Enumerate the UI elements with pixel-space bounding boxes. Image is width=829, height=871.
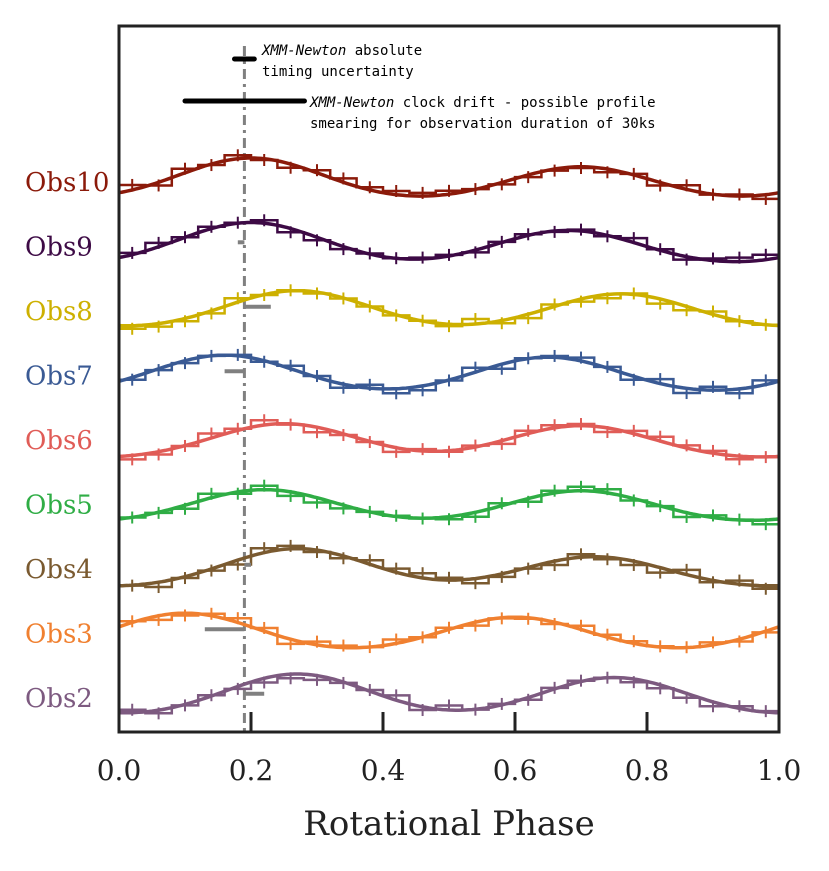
x-tick-label: 1.0 — [757, 754, 802, 787]
series-label-obs6: Obs6 — [25, 426, 93, 456]
series-obs6 — [119, 414, 779, 466]
clock-drift-label-line2: smearing for observation duration of 30k… — [310, 116, 656, 132]
series-obs3 — [119, 607, 779, 654]
series-label-obs5: Obs5 — [25, 491, 93, 521]
obs7-binned-profile — [119, 353, 779, 395]
timing-uncertainty-label-line1: XMM-Newton absolute — [261, 43, 422, 59]
x-tick-label: 0.6 — [493, 754, 538, 787]
series-obs5 — [119, 479, 779, 531]
x-tick-label: 0.8 — [625, 754, 670, 787]
x-axis-label: Rotational Phase — [303, 804, 594, 844]
plot-content: Obs10 Obs9 Obs8 Obs7 Obs6 Obs5 Obs4 Obs3 Obs2 — [25, 46, 779, 732]
annotations: XMM-Newton absolute timing uncertainty X… — [182, 43, 656, 132]
series-obs9 — [119, 214, 779, 266]
obs10-binned-profile — [119, 154, 779, 201]
obs4-binned-profile — [119, 544, 779, 591]
obs3-binned-profile — [119, 612, 779, 649]
plot-frame — [117, 24, 781, 734]
series-obs2 — [119, 671, 779, 720]
x-tick-label: 0.2 — [229, 754, 274, 787]
clock-drift-rest: clock drift - possible profile — [394, 95, 655, 111]
x-axis-ticks: 0.0 0.2 0.4 0.6 0.8 1.0 — [97, 712, 802, 787]
series-label-obs8: Obs8 — [25, 297, 93, 327]
clock-drift-label-line1: XMM-Newton clock drift - possible profil… — [309, 95, 656, 111]
series-label-obs7: Obs7 — [25, 362, 93, 392]
series-label-obs10: Obs10 — [25, 168, 109, 198]
series-obs8 — [119, 284, 779, 335]
timing-uncertainty-rest: absolute — [346, 43, 422, 59]
series-label-obs9: Obs9 — [25, 233, 93, 263]
x-tick-label: 0.0 — [97, 754, 142, 787]
clock-drift-italic: XMM-Newton — [309, 95, 394, 111]
series-obs10 — [119, 149, 779, 205]
obs2-binned-profile — [119, 676, 779, 715]
obs9-binned-profile — [119, 219, 779, 261]
series-label-obs2: Obs2 — [25, 684, 93, 714]
series-obs4 — [119, 539, 779, 595]
timing-uncertainty-label-line2: timing uncertainty — [262, 64, 414, 80]
series-obs7 — [119, 348, 779, 400]
obs5-binned-profile — [119, 484, 779, 526]
obs6-binned-profile — [119, 418, 779, 461]
x-tick-label: 0.4 — [361, 754, 406, 787]
series-label-obs3: Obs3 — [25, 620, 93, 650]
obs8-binned-profile — [119, 289, 779, 331]
timing-uncertainty-italic: XMM-Newton — [261, 43, 346, 59]
series-label-obs4: Obs4 — [25, 555, 93, 585]
